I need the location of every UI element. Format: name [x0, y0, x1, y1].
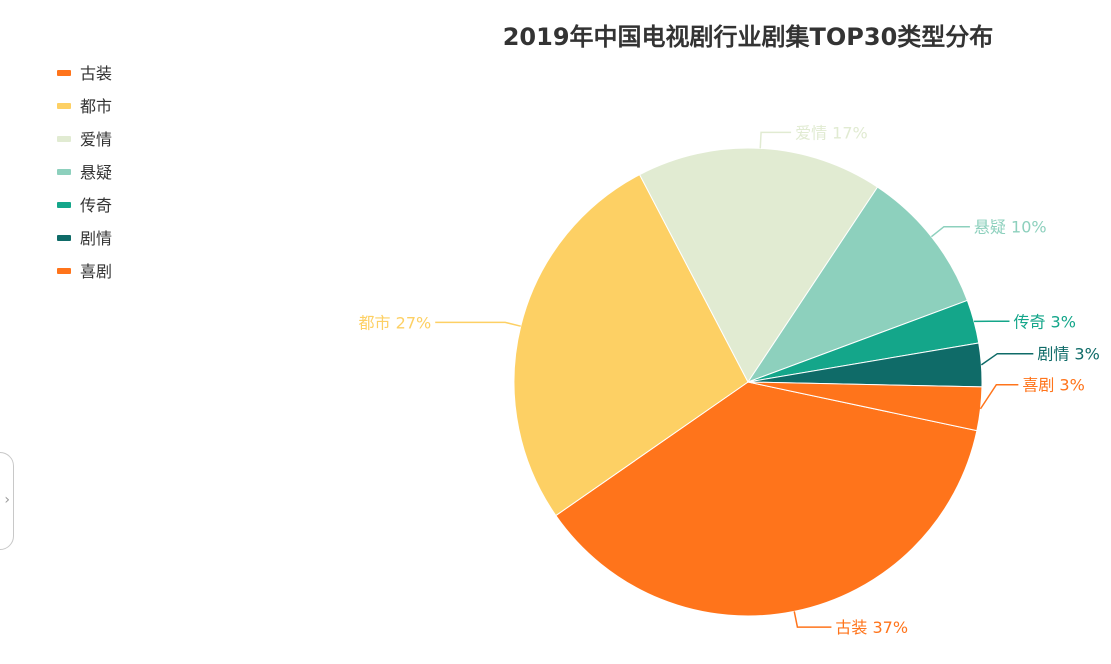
chart-title: 2019年中国电视剧行业剧集TOP30类型分布: [503, 23, 994, 51]
legend-label: 喜剧: [80, 262, 112, 281]
legend-swatch: [57, 169, 71, 175]
legend-item-3[interactable]: 悬疑: [57, 163, 112, 182]
leader-line-0: [793, 611, 832, 628]
leader-line-3: [930, 225, 970, 238]
legend-item-4[interactable]: 传奇: [57, 196, 112, 215]
pie-slices: [513, 147, 983, 617]
legend-swatch: [57, 103, 71, 109]
slice-label-4: 传奇 3%: [1013, 312, 1075, 331]
leader-line-2: [759, 131, 792, 149]
leader-line-1: [435, 321, 521, 327]
legend-label: 爱情: [80, 130, 112, 149]
legend-label: 古装: [80, 64, 112, 83]
legend-swatch: [57, 202, 71, 208]
slice-label-2: 爱情 17%: [795, 123, 868, 142]
legend-swatch: [57, 136, 71, 142]
slice-labels: 古装 37% 都市 27% 爱情 17% 悬疑 10% 传奇 3% 剧情 3% 喜剧 3%: [359, 123, 1100, 637]
leader-line-6: [979, 383, 1019, 410]
legend-item-6[interactable]: 喜剧: [57, 262, 112, 281]
legend-label: 都市: [80, 97, 112, 116]
legend-label: 剧情: [80, 229, 112, 248]
slice-label-5: 剧情 3%: [1037, 345, 1099, 364]
legend-item-0[interactable]: 古装: [57, 64, 112, 83]
legend-label: 悬疑: [80, 163, 112, 182]
legend-item-5[interactable]: 剧情: [57, 229, 112, 248]
slice-label-3: 悬疑 10%: [974, 218, 1047, 237]
slice-label-1: 都市 27%: [359, 313, 432, 332]
legend-swatch: [57, 235, 71, 241]
legend-item-1[interactable]: 都市: [57, 97, 112, 116]
drag-handle-icon: ⋮›: [0, 492, 10, 508]
legend-swatch: [57, 268, 71, 274]
side-panel-handle[interactable]: ⋮›: [0, 452, 14, 550]
legend-item-2[interactable]: 爱情: [57, 130, 112, 149]
label-leader-lines: [435, 131, 1034, 628]
slice-label-0: 古装 37%: [835, 618, 908, 637]
legend-label: 传奇: [80, 196, 112, 215]
legend-swatch: [57, 70, 71, 76]
pie-slice-0[interactable]: [555, 381, 978, 617]
slice-label-6: 喜剧 3%: [1022, 376, 1084, 395]
leader-line-5: [980, 352, 1034, 366]
